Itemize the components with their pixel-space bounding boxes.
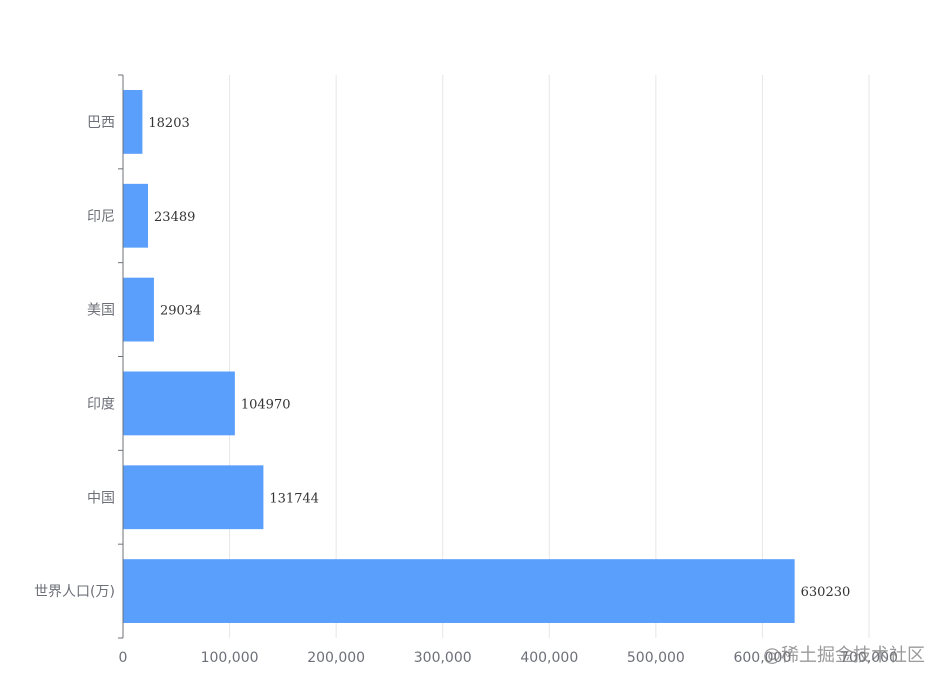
bar xyxy=(123,90,143,154)
x-tick-label: 200,000 xyxy=(307,650,365,666)
y-axis-labels: 世界人口(万) 中国 印度 美国 印尼 巴西 xyxy=(34,115,115,600)
y-category-label: 印度 xyxy=(87,396,115,412)
bar-data-label: 131744 xyxy=(269,491,319,506)
x-tick-label: 500,000 xyxy=(627,650,685,666)
bar-data-label: 18203 xyxy=(148,116,189,131)
x-tick-label: 700,000 xyxy=(840,650,898,666)
x-tick-label: 400,000 xyxy=(520,650,578,666)
bar xyxy=(123,183,149,248)
y-category-label: 世界人口(万) xyxy=(34,584,115,600)
bars xyxy=(123,90,795,623)
y-category-label: 巴西 xyxy=(87,115,115,131)
x-tick-label: 100,000 xyxy=(201,650,259,666)
x-axis-ticks: 0 100,000 200,000 300,000 400,000 500,000 600,… xyxy=(119,650,898,666)
bar xyxy=(123,371,235,436)
y-category-label: 印尼 xyxy=(87,209,115,225)
bar-data-label: 630230 xyxy=(801,585,851,600)
bar xyxy=(123,559,795,623)
bar-data-label: 23489 xyxy=(154,210,195,225)
data-labels: 630230 131744 104970 29034 23489 18203 xyxy=(148,116,850,600)
y-category-label: 中国 xyxy=(87,490,115,506)
x-tick-label: 600,000 xyxy=(733,650,791,666)
watermark: @稀土掘金技术社区 xyxy=(763,645,925,666)
bar-data-label: 104970 xyxy=(241,397,291,412)
grid-lines xyxy=(229,75,870,638)
bar xyxy=(123,465,264,530)
bar xyxy=(123,277,154,342)
axes xyxy=(118,74,124,639)
x-tick-label: 0 xyxy=(119,650,128,666)
y-category-label: 美国 xyxy=(87,303,115,319)
x-tick-label: 300,000 xyxy=(414,650,472,666)
bar-data-label: 29034 xyxy=(160,304,201,319)
